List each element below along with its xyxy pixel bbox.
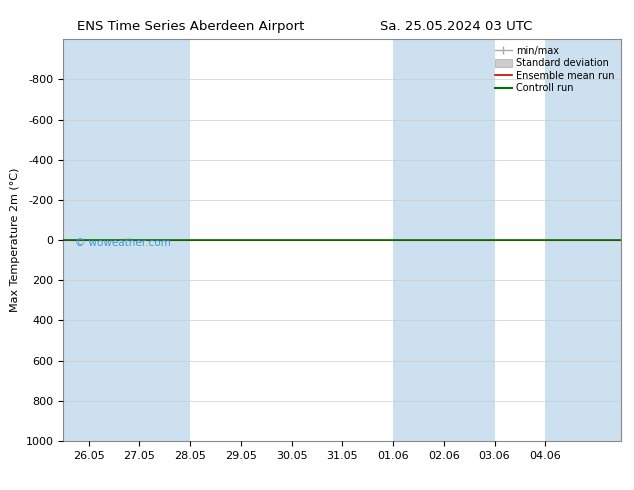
Bar — [545, 39, 621, 441]
Text: ENS Time Series Aberdeen Airport: ENS Time Series Aberdeen Airport — [77, 20, 304, 33]
Bar — [393, 39, 444, 441]
Y-axis label: Max Temperature 2m (°C): Max Temperature 2m (°C) — [10, 168, 20, 312]
Text: Sa. 25.05.2024 03 UTC: Sa. 25.05.2024 03 UTC — [380, 20, 533, 33]
Text: © woweather.com: © woweather.com — [75, 238, 171, 248]
Bar — [444, 39, 495, 441]
Bar — [63, 39, 139, 441]
Legend: min/max, Standard deviation, Ensemble mean run, Controll run: min/max, Standard deviation, Ensemble me… — [493, 44, 616, 95]
Bar — [139, 39, 190, 441]
